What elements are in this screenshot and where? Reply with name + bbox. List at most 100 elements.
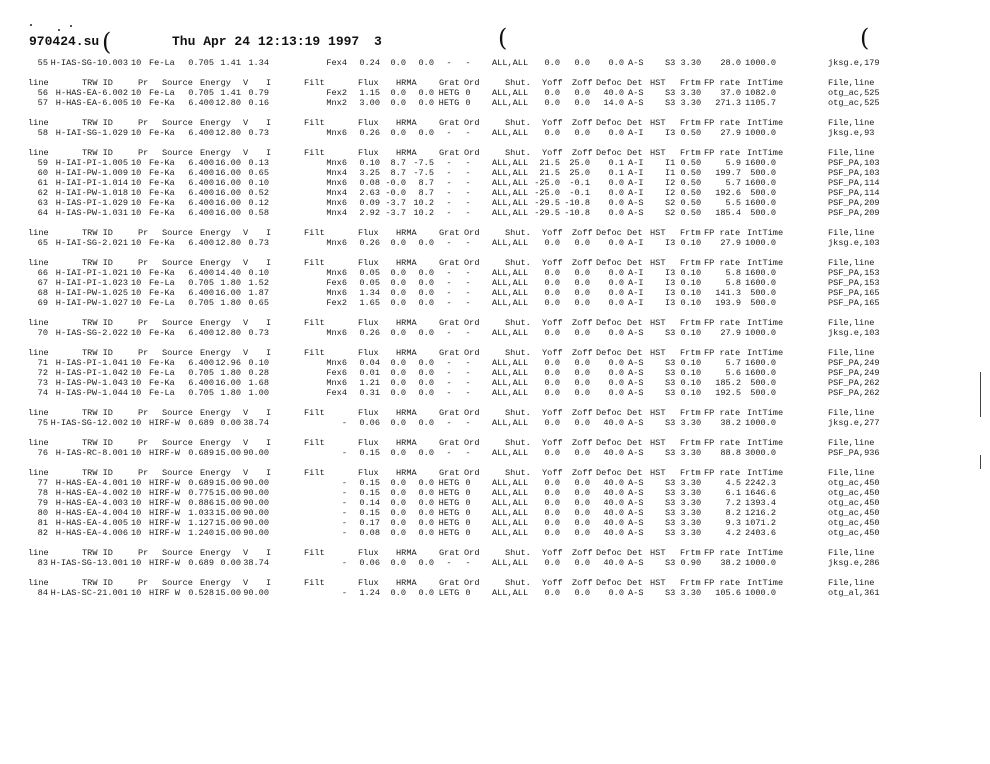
column-header-fp-rate: FP rate [704, 408, 741, 418]
column-header-file-line: File,line [828, 228, 875, 238]
cell-line-number: 69 [37, 298, 48, 308]
cell-source: Fe-Ka [149, 128, 175, 138]
cell-grating: - [446, 188, 452, 198]
column-header-zoff: Defoc [596, 578, 622, 588]
cell-flux: 0.09 [359, 198, 380, 208]
cell-defocus: 0.0 [608, 298, 624, 308]
cell-file-line: jksg.e,103 [828, 328, 880, 338]
cell-detector: A-S [628, 558, 644, 568]
column-header-source: Source [162, 78, 193, 88]
cell-source: Fe-La [149, 298, 175, 308]
cell-hrma-z: 0.0 [418, 518, 434, 528]
column-header-int-time: IntTime [747, 258, 784, 268]
cell-line-number: 60 [37, 168, 48, 178]
column-header-source: Source [162, 258, 193, 268]
cell-detector: A-I [628, 298, 644, 308]
cell-voltage: 15.00 [215, 528, 241, 538]
cell-hrma-z: 0.0 [418, 478, 434, 488]
cell-line-number: 67 [37, 278, 48, 288]
column-header-defocus: Det [627, 118, 643, 128]
cell-detector: A-S [628, 58, 644, 68]
column-header-grating: Ord [464, 78, 480, 88]
cell-int-time: 1600.0 [745, 368, 776, 378]
cell-grating: HETG [438, 518, 460, 528]
cell-zoff: 0.0 [574, 518, 590, 528]
column-header-current: I [266, 78, 272, 88]
cell-priority: 10 [131, 128, 142, 138]
column-header-frame-time: Frtm [680, 318, 701, 328]
cell-detector: A-S [628, 448, 644, 458]
cell-source: Fe-Ka [149, 98, 175, 108]
column-header-voltage: V [243, 578, 249, 588]
cell-source: Fe-Ka [149, 238, 175, 248]
cell-flux: 2.92 [359, 208, 380, 218]
column-header-grating: Ord [464, 408, 480, 418]
column-header-hrma-z: Grat [439, 408, 460, 418]
cell-line-number: 83 [37, 558, 48, 568]
cell-shutter: ALL,ALL [492, 98, 529, 108]
column-header-filter: Filt [304, 318, 325, 328]
cell-yoff: 0.0 [544, 128, 560, 138]
cell-voltage: 16.00 [215, 168, 241, 178]
cell-hrma-y: 0.0 [390, 418, 406, 428]
column-header-grating: Ord [464, 578, 480, 588]
column-header-hrma-y: HRMA [396, 148, 417, 158]
cell-filter: - [341, 518, 347, 528]
punch-hole-mark: ( [498, 24, 508, 52]
cell-trw-id: H-IAS-PI-1.042 [55, 368, 128, 378]
cell-int-time: 1000.0 [745, 558, 776, 568]
cell-source: HIRF-W [149, 488, 180, 498]
column-header-voltage: V [243, 408, 249, 418]
cell-hrma-y: 0.0 [390, 278, 406, 288]
cell-priority: 10 [131, 158, 142, 168]
cell-hrma-z: 0.0 [418, 278, 434, 288]
cell-yoff: 21.5 [539, 158, 560, 168]
column-header-filter: Filt [304, 78, 325, 88]
cell-frame-time: S3 3.30 [665, 588, 702, 598]
column-header-current: I [266, 148, 272, 158]
cell-hrma-z: 0.0 [418, 388, 434, 398]
cell-shutter: ALL,ALL [492, 208, 529, 218]
column-header-yoff: Zoff [572, 78, 593, 88]
column-header-flux: Flux [358, 228, 379, 238]
cell-line-number: 79 [37, 498, 48, 508]
cell-current: 1.00 [248, 388, 269, 398]
cell-energy: 6.400 [188, 238, 214, 248]
cell-hrma-y: 0.0 [390, 588, 406, 598]
cell-int-time: 1600.0 [745, 198, 776, 208]
cell-shutter: ALL,ALL [492, 88, 529, 98]
cell-hrma-z: 0.0 [418, 128, 434, 138]
cell-int-time: 500.0 [750, 188, 776, 198]
cell-source: Fe-Ka [149, 328, 175, 338]
column-header-voltage: V [243, 468, 249, 478]
column-header-shutter: Yoff [542, 118, 563, 128]
column-header-hrma-y: HRMA [396, 348, 417, 358]
cell-frame-time: S3 0.10 [665, 328, 702, 338]
cell-int-time: 500.0 [750, 388, 776, 398]
column-header-defocus: Det [627, 148, 643, 158]
cell-order: 0 [465, 588, 471, 598]
column-header-hrma-z: Grat [439, 578, 460, 588]
column-header-line-number: line [28, 258, 49, 268]
cell-source: HIRF W [149, 588, 180, 598]
cell-voltage: 16.00 [215, 198, 241, 208]
cell-hrma-y: -3.7 [385, 198, 406, 208]
column-header-detector: HST [650, 148, 666, 158]
cell-int-time: 3000.0 [745, 448, 776, 458]
cell-energy: 0.705 [188, 298, 214, 308]
cell-detector: A-S [628, 418, 644, 428]
punch-hole-mark: ( [860, 24, 870, 52]
cell-energy: 0.528 [188, 588, 214, 598]
column-header-flux: Flux [358, 258, 379, 268]
cell-source: HIRF-W [149, 508, 180, 518]
speck-mark [30, 24, 32, 26]
cell-filter: Mnx4 [326, 188, 347, 198]
column-header-int-time: IntTime [747, 318, 784, 328]
column-header-zoff: Defoc [596, 548, 622, 558]
cell-hrma-y: 0.0 [390, 288, 406, 298]
cell-yoff: 0.0 [544, 358, 560, 368]
cell-source: Fe-Ka [149, 288, 175, 298]
cell-energy: 0.705 [188, 368, 214, 378]
cell-shutter: ALL,ALL [492, 198, 529, 208]
cell-hrma-y: 8.7 [390, 168, 406, 178]
